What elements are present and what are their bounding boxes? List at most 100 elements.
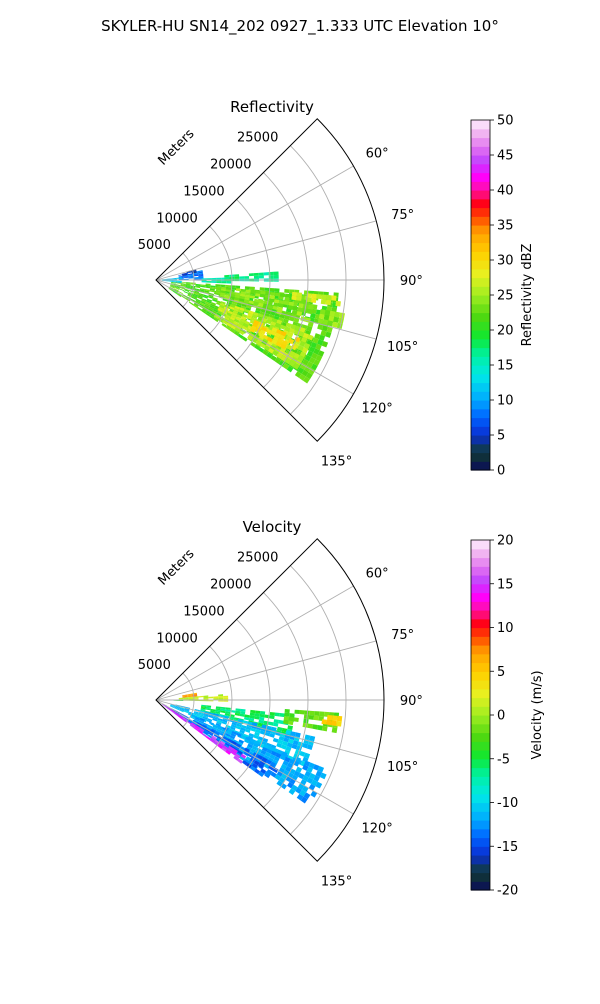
reflectivity-echo-cell (184, 279, 189, 280)
velocity-colorbar-segment (471, 864, 490, 873)
velocity-colorbar-tick-label: 10 (497, 621, 514, 636)
velocity-echo-layer (162, 693, 342, 804)
reflectivity-echo-cell (211, 278, 216, 280)
velocity-colorbar-tick-label: -5 (497, 752, 510, 767)
velocity-colorbar-segment (471, 540, 490, 549)
reflectivity-echo-cell (254, 273, 259, 276)
velocity-colorbar-segment (471, 584, 490, 593)
reflectivity-colorbar-segment (471, 155, 490, 164)
reflectivity-colorbar-segment (471, 383, 490, 392)
velocity-echo-cell (288, 721, 294, 726)
reflectivity-colorbar-segment (471, 348, 490, 357)
reflectivity-echo-cell (334, 312, 340, 318)
velocity-echo-cell (203, 695, 208, 697)
velocity-colorbar-segment (471, 680, 490, 689)
reflectivity-colorbar-segment (471, 356, 490, 365)
velocity-echo-cell (223, 698, 228, 700)
reflectivity-colorbar-tick-label: 10 (497, 394, 514, 409)
reflectivity-colorbar-tick-label: 35 (497, 219, 514, 234)
velocity-echo-cell (289, 717, 294, 721)
reflectivity-colorbar-segment (471, 365, 490, 374)
velocity-colorbar-segment (471, 741, 490, 750)
velocity-colorbar-tick-label: -15 (497, 840, 518, 855)
velocity-colorbar-tick-label: 15 (497, 577, 514, 592)
velocity-colorbar-segment (471, 820, 490, 829)
reflectivity-colorbar-tick-label: 20 (497, 324, 514, 339)
reflectivity-echo-cell (285, 294, 290, 298)
velocity-azimuth-tick-label: 135° (321, 875, 352, 890)
reflectivity-colorbar-tick-label: 0 (497, 464, 505, 479)
velocity-colorbar-tick-label: -10 (497, 796, 518, 811)
reflectivity-echo-cell (260, 287, 265, 290)
reflectivity-echo-cell (320, 309, 326, 315)
reflectivity-colorbar-segment (471, 234, 490, 243)
reflectivity-colorbar-segment (471, 269, 490, 278)
reflectivity-echo-cell (274, 275, 279, 278)
velocity-range-tick-label: 15000 (183, 604, 224, 619)
reflectivity-colorbar-segment (471, 418, 490, 427)
reflectivity-range-label: Meters (156, 126, 198, 168)
velocity-echo-cell (218, 694, 223, 696)
reflectivity-colorbar-segment (471, 409, 490, 418)
reflectivity-echo-cell (260, 294, 265, 298)
reflectivity-colorbar-tick-label: 50 (497, 114, 514, 129)
velocity-colorbar-segment (471, 829, 490, 838)
velocity-echo-cell (322, 726, 328, 732)
velocity-echo-cell (289, 713, 294, 717)
reflectivity-colorbar (471, 120, 490, 471)
reflectivity-colorbar-segment (471, 435, 490, 444)
reflectivity-colorbar-tick-label: 25 (497, 289, 514, 304)
reflectivity-echo-cell (221, 281, 226, 283)
velocity-colorbar-segment (471, 610, 490, 619)
reflectivity-colorbar-segment (471, 251, 490, 260)
velocity-colorbar-segment (471, 881, 490, 890)
reflectivity-echo-cell (296, 296, 301, 301)
reflectivity-echo-cell (331, 295, 336, 300)
reflectivity-colorbar-segment (471, 330, 490, 339)
velocity-colorbar-segment (471, 549, 490, 558)
reflectivity-colorbar-segment (471, 260, 490, 269)
velocity-colorbar-tick-label: 20 (497, 534, 514, 549)
reflectivity-colorbar-segment (471, 208, 490, 217)
reflectivity-echo-cell (264, 272, 269, 275)
velocity-azimuth-spoke (156, 641, 376, 700)
velocity-colorbar-segment (471, 873, 490, 882)
reflectivity-echo-cell (275, 293, 280, 297)
velocity-echo-cell (269, 715, 274, 719)
reflectivity-colorbar-segment (471, 216, 490, 225)
velocity-colorbar-segment (471, 689, 490, 698)
velocity-colorbar-label: Velocity (m/s) (530, 670, 545, 759)
velocity-colorbar-segment (471, 846, 490, 855)
reflectivity-echo-cell (308, 305, 314, 310)
velocity-echo-cell (319, 711, 324, 716)
reflectivity-colorbar-segment (471, 181, 490, 190)
figure-suptitle: SKYLER-HU SN14_202 0927_1.333 UTC Elevat… (101, 17, 499, 36)
velocity-colorbar-segment (471, 768, 490, 777)
velocity-echo-cell (294, 710, 299, 714)
reflectivity-colorbar-segment (471, 400, 490, 409)
reflectivity-echo-cell (326, 295, 331, 300)
velocity-colorbar-segment (471, 776, 490, 785)
reflectivity-echo-cell (254, 276, 259, 279)
velocity-echo-cell (326, 720, 332, 725)
reflectivity-colorbar-segment (471, 129, 490, 138)
velocity-echo-cell (280, 713, 285, 717)
reflectivity-echo-cell (297, 292, 302, 297)
velocity-azimuth-tick-label: 75° (391, 628, 414, 643)
velocity-range-tick-label: 25000 (237, 551, 278, 566)
reflectivity-colorbar-segment (471, 426, 490, 435)
reflectivity-echo-cell (307, 309, 313, 314)
velocity-echo-cell (327, 715, 332, 720)
velocity-echo-cell (321, 719, 327, 724)
reflectivity-echo-cell (239, 276, 244, 279)
reflectivity-echo-cell (326, 300, 332, 305)
velocity-echo-cell (284, 713, 289, 717)
velocity-colorbar-segment (471, 724, 490, 733)
reflectivity-echo-cell (211, 281, 216, 283)
velocity-azimuth-tick-label: 120° (361, 822, 392, 837)
velocity-colorbar-segment (471, 794, 490, 803)
reflectivity-echo-cell (234, 274, 239, 277)
velocity-azimuth-tick-label: 60° (366, 566, 389, 581)
